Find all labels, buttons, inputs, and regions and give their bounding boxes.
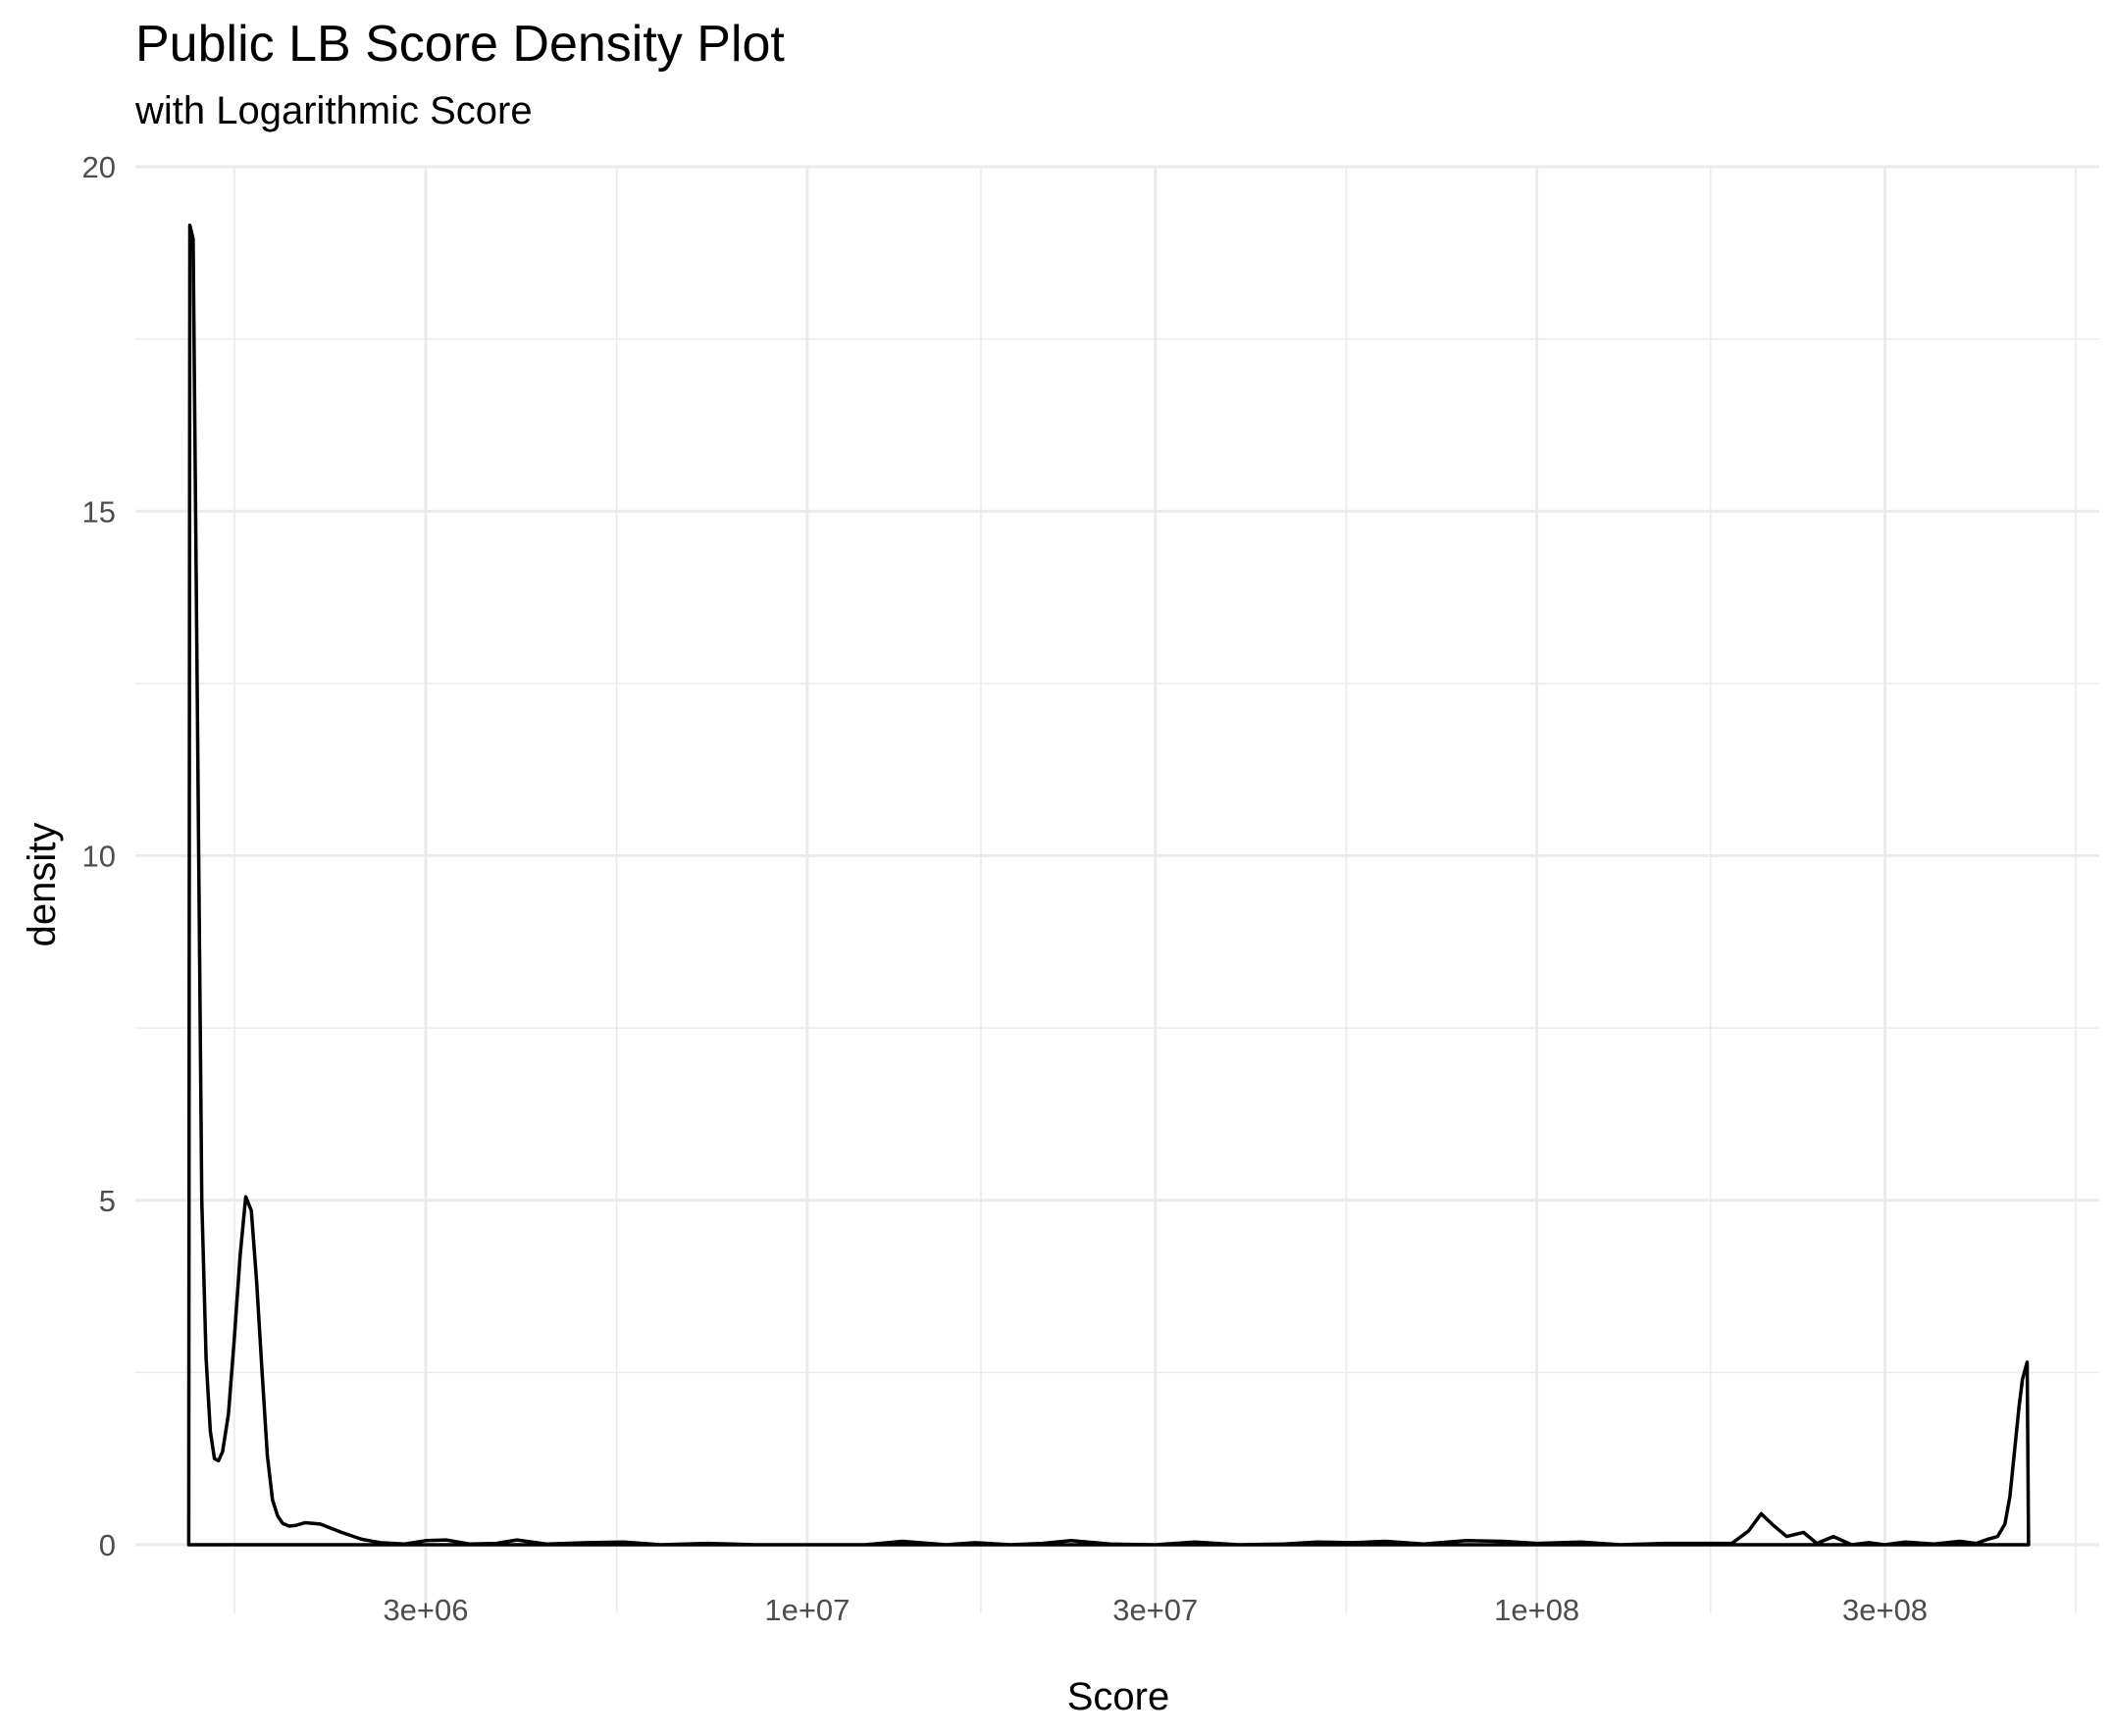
y-tick-labels: 0 5 10 15 20 bbox=[82, 150, 116, 1562]
grid-major bbox=[135, 165, 2099, 1613]
y-tick-label: 0 bbox=[99, 1528, 116, 1562]
y-tick-label: 20 bbox=[82, 150, 116, 184]
y-axis-title: density bbox=[21, 823, 64, 947]
x-tick-label: 3e+08 bbox=[1842, 1593, 1928, 1627]
density-series bbox=[186, 223, 2031, 1547]
x-tick-label: 1e+07 bbox=[764, 1593, 850, 1627]
y-tick-label: 5 bbox=[99, 1184, 116, 1218]
chart-subtitle: with Logarithmic Score bbox=[134, 89, 533, 132]
y-tick-label: 10 bbox=[82, 840, 116, 874]
grid-minor bbox=[135, 167, 2099, 1613]
y-tick-label: 15 bbox=[82, 494, 116, 529]
chart-title: Public LB Score Density Plot bbox=[135, 16, 785, 73]
x-tick-label: 3e+07 bbox=[1112, 1593, 1198, 1627]
x-tick-label: 1e+08 bbox=[1494, 1593, 1579, 1627]
x-axis-title: Score bbox=[1067, 1675, 1170, 1718]
x-tick-label: 3e+06 bbox=[383, 1593, 468, 1627]
x-tick-labels: 3e+06 1e+07 3e+07 1e+08 3e+08 bbox=[383, 1593, 1928, 1627]
density-line bbox=[186, 223, 2031, 1547]
